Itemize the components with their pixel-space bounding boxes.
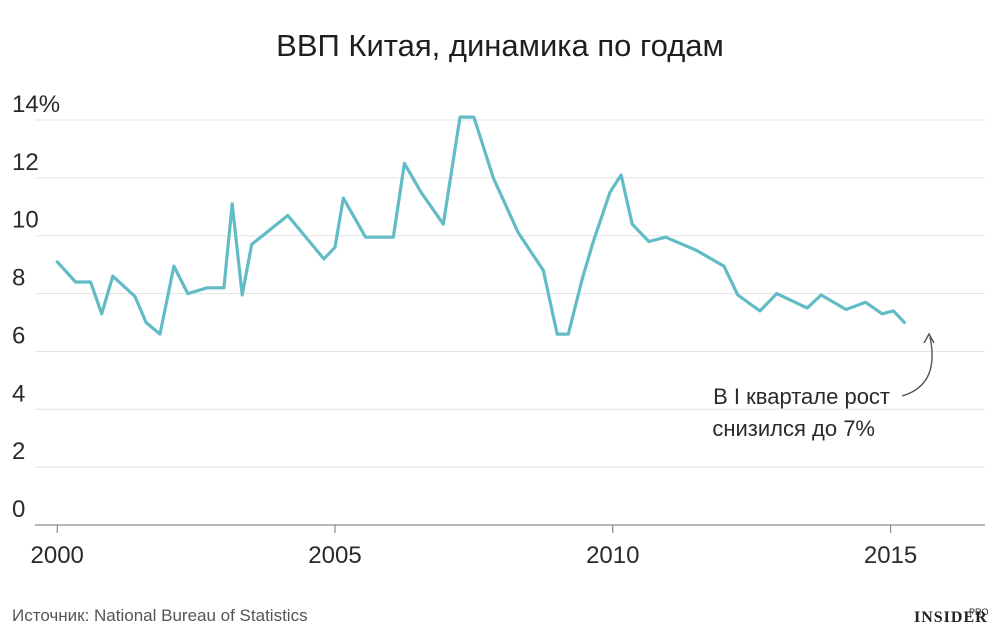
annotation-arrow — [901, 336, 933, 397]
annotation-arrowhead — [923, 332, 935, 344]
y-tick-label: 6 — [12, 322, 25, 349]
annotation-line-2: снизился до 7% — [712, 416, 875, 441]
data-point — [419, 190, 423, 194]
data-point — [133, 295, 137, 298]
data-point — [591, 240, 595, 243]
y-tick-label: 8 — [12, 265, 25, 292]
data-point — [111, 274, 115, 278]
data-point — [250, 242, 254, 246]
data-point — [736, 293, 740, 297]
data-point — [240, 293, 244, 297]
data-point — [516, 231, 520, 235]
data-point — [222, 286, 226, 290]
data-point — [89, 280, 92, 284]
data-point — [758, 309, 762, 313]
data-point — [880, 312, 884, 316]
data-point — [864, 300, 867, 304]
data-point — [441, 222, 445, 226]
data-point — [580, 277, 584, 281]
x-tick-label: 2005 — [308, 542, 361, 569]
data-point — [844, 308, 848, 311]
data-point — [472, 115, 476, 119]
data-point — [555, 332, 559, 336]
y-tick-label: 4 — [12, 380, 25, 407]
data-point — [158, 332, 162, 336]
data-point — [391, 235, 395, 239]
data-point — [630, 222, 634, 226]
y-tick-label: 0 — [12, 496, 25, 523]
data-point — [341, 196, 345, 200]
data-point — [100, 312, 104, 316]
data-point — [205, 286, 209, 290]
data-point — [333, 245, 337, 249]
data-point — [491, 176, 495, 180]
y-tick-label: 2 — [12, 438, 25, 465]
data-points — [55, 115, 906, 336]
data-point — [74, 280, 77, 284]
data-point — [403, 161, 406, 165]
x-tick-label: 2015 — [864, 542, 917, 569]
y-tick-label: 10 — [12, 207, 39, 234]
data-point — [647, 240, 651, 243]
data-point — [186, 292, 190, 295]
x-axis-ticks: 2000 2005 2010 2015 — [31, 525, 917, 569]
data-point — [903, 321, 906, 324]
data-point — [722, 264, 726, 268]
data-point — [608, 190, 612, 194]
brand-logo: INSIDER — [914, 609, 988, 626]
data-point — [566, 332, 570, 336]
y-tick-label: 14% — [12, 91, 60, 118]
data-point — [805, 306, 809, 310]
data-point — [286, 214, 290, 217]
data-point — [664, 235, 667, 239]
y-tick-label: 12 — [12, 149, 39, 176]
data-point — [172, 264, 176, 268]
data-point — [230, 202, 234, 206]
x-tick-label: 2000 — [31, 542, 84, 569]
brand-logo-sup: PRO — [969, 607, 989, 617]
data-point — [322, 257, 326, 261]
data-point — [458, 115, 462, 119]
grid — [35, 119, 985, 526]
data-point — [619, 173, 623, 177]
data-point — [144, 321, 148, 324]
annotation-line-1: В I квартале рост — [713, 384, 890, 409]
chart-title: ВВП Китая, динамика по годам — [276, 28, 724, 63]
data-point — [819, 293, 823, 297]
gdp-growth-line — [55, 115, 906, 336]
data-point — [891, 309, 895, 313]
data-point — [541, 269, 545, 272]
data-point — [775, 292, 779, 295]
data-point — [364, 235, 367, 239]
source-note: Источник: National Bureau of Statistics — [12, 606, 308, 625]
data-point — [694, 248, 698, 252]
y-axis-ticks: 0 2 4 6 8 10 12 14% — [12, 91, 60, 523]
x-tick-label: 2010 — [586, 542, 639, 569]
data-point — [55, 260, 59, 264]
